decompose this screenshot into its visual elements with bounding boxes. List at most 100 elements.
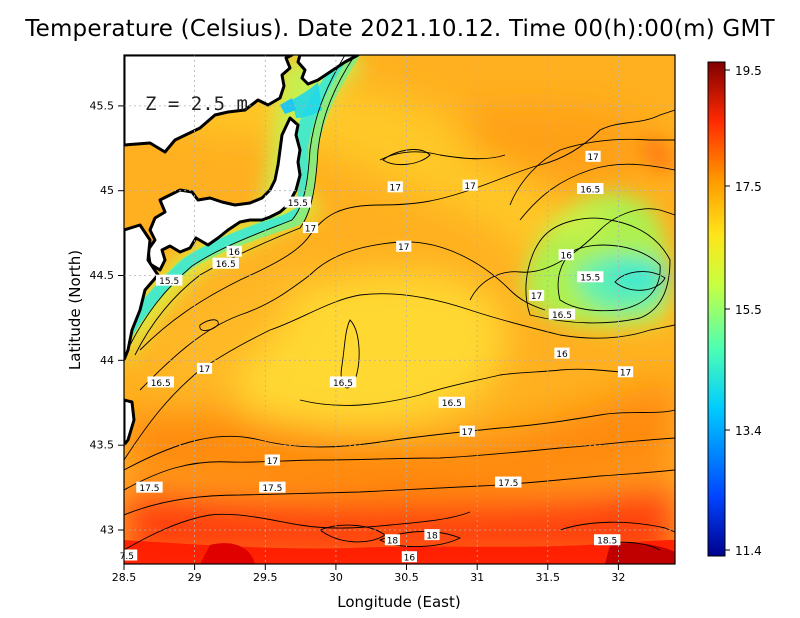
- contour-label: 16.5: [216, 260, 236, 270]
- contour-label-bg: [384, 534, 401, 546]
- depth-label: Z = 2.5 m: [145, 93, 248, 115]
- map-title: Temperature (Celsius). Date 2021.10.12. …: [25, 16, 775, 42]
- colorbar-tick-label: 15.5: [735, 303, 762, 317]
- contour-label-bg: [462, 179, 478, 191]
- contour-label: 16: [560, 252, 572, 262]
- contour-label: 17.5: [139, 484, 159, 494]
- x-ticks: [123, 564, 619, 570]
- contour-label: 16.5: [442, 399, 462, 409]
- contour-label-bg: [528, 289, 545, 301]
- contour-label: 17: [531, 292, 542, 302]
- x-tick-labels: 28.5 29 29.5 30 30.5 31 31.5 32: [112, 571, 626, 584]
- colorbar: [707, 61, 726, 557]
- contour-label-bg: [147, 376, 174, 388]
- contour-label-bg: [495, 476, 522, 488]
- contour-label: 17: [267, 457, 278, 467]
- contour-label-bg: [617, 366, 634, 378]
- x-tick-label: 30.5: [394, 571, 419, 584]
- contour-label: 7.5: [120, 552, 134, 562]
- y-tick-label: 44.5: [90, 269, 115, 282]
- contour-label-bg: [424, 529, 440, 541]
- y-tick-label: 43.5: [90, 439, 115, 452]
- contour-label: 17: [398, 243, 409, 253]
- contour-label: 16: [404, 554, 416, 564]
- colorbar-tick-label: 19.5: [735, 64, 762, 78]
- contour-label: 18: [387, 537, 399, 547]
- contour-label: 17: [199, 365, 210, 375]
- y-tick-label: 43: [100, 524, 114, 537]
- contour-label-bg: [302, 222, 319, 234]
- contour-label: 16.5: [333, 379, 353, 389]
- contour-label-bg: [396, 240, 412, 252]
- y-tick-labels: 43 43.5 44 44.5 45 45.5: [90, 99, 115, 536]
- land: [124, 55, 360, 447]
- contour-label-bg: [284, 196, 311, 208]
- contour-label: 16.5: [552, 311, 572, 321]
- contour-label-bg: [212, 257, 239, 269]
- contour-label: 17: [390, 184, 401, 194]
- land-coast-north: [296, 55, 360, 86]
- contour-label-bg: [156, 274, 183, 286]
- contour-label: 15.5: [159, 277, 179, 287]
- contour-label-bg: [196, 362, 213, 374]
- colorbar-ticks: [725, 69, 730, 551]
- y-axis-label: Latitude (North): [66, 250, 84, 370]
- x-tick-label: 30: [329, 571, 343, 584]
- grid: [124, 55, 675, 564]
- land-north: [124, 55, 294, 154]
- contour-label: 17: [462, 428, 473, 438]
- contour-label: 16: [556, 350, 568, 360]
- contour-label-bg: [401, 551, 417, 563]
- contour-labels: 17 17 17 16.5 15.5 17 17 16 16.5 16 15.5 15.5 17 16.5…: [116, 150, 634, 564]
- contour-label-bg: [226, 245, 242, 257]
- contour-label-bg: [387, 181, 403, 193]
- contour-label-bg: [116, 549, 138, 561]
- y-tick-label: 44: [100, 354, 114, 367]
- colorbar-tick-label: 13.4: [735, 424, 762, 438]
- contour-label: 16.5: [151, 379, 171, 389]
- contour-label-bg: [554, 347, 570, 359]
- contour-label-bg: [577, 271, 604, 283]
- land-cape: [124, 398, 136, 447]
- x-axis-label: Longitude (East): [337, 593, 460, 611]
- contour-label-bg: [329, 376, 357, 388]
- isotherms: [124, 55, 675, 551]
- land-west-coast: [124, 223, 160, 362]
- colorbar-tick-label: 17.5: [735, 180, 762, 194]
- plot-frame: [123, 54, 676, 565]
- x-tick-label: 32: [611, 571, 625, 584]
- contour-label: 17: [620, 369, 631, 379]
- contour-label: 17: [305, 224, 316, 234]
- x-tick-label: 29: [188, 571, 202, 584]
- x-tick-label: 31.5: [536, 571, 561, 584]
- contour-label-bg: [438, 396, 465, 408]
- contour-label: 18.5: [597, 537, 617, 547]
- contour-label-bg: [585, 150, 601, 162]
- colorbar-tick-label: 11.4: [735, 544, 762, 558]
- x-tick-label: 29.5: [253, 571, 278, 584]
- y-tick-label: 45.5: [90, 99, 115, 112]
- contour-label-bg: [577, 183, 604, 195]
- contour-label: 17: [464, 182, 475, 192]
- contour-label-bg: [593, 534, 621, 546]
- contour-label-bg: [459, 425, 475, 437]
- contour-label: 15.5: [288, 199, 308, 209]
- colorbar-tick-labels: 19.5 17.5 15.5 13.4 11.4: [735, 64, 762, 558]
- contour-label-bg: [558, 249, 574, 261]
- contour-label: 16: [228, 248, 240, 258]
- y-tick-label: 45: [100, 184, 114, 197]
- contour-label-bg: [259, 481, 286, 493]
- contour-label: 16.5: [580, 185, 600, 195]
- contour-label-bg: [264, 454, 280, 466]
- contour-label: 18: [426, 531, 438, 541]
- contour-label: 17.5: [262, 484, 282, 494]
- x-tick-label: 28.5: [112, 571, 137, 584]
- contour-label-bg: [136, 481, 163, 493]
- y-ticks: [118, 105, 124, 531]
- contour-label: 17: [587, 153, 598, 163]
- contour-label-bg: [548, 308, 576, 320]
- contour-label: 15.5: [580, 274, 600, 284]
- contour-label: 17.5: [498, 479, 518, 489]
- x-tick-label: 31: [470, 571, 484, 584]
